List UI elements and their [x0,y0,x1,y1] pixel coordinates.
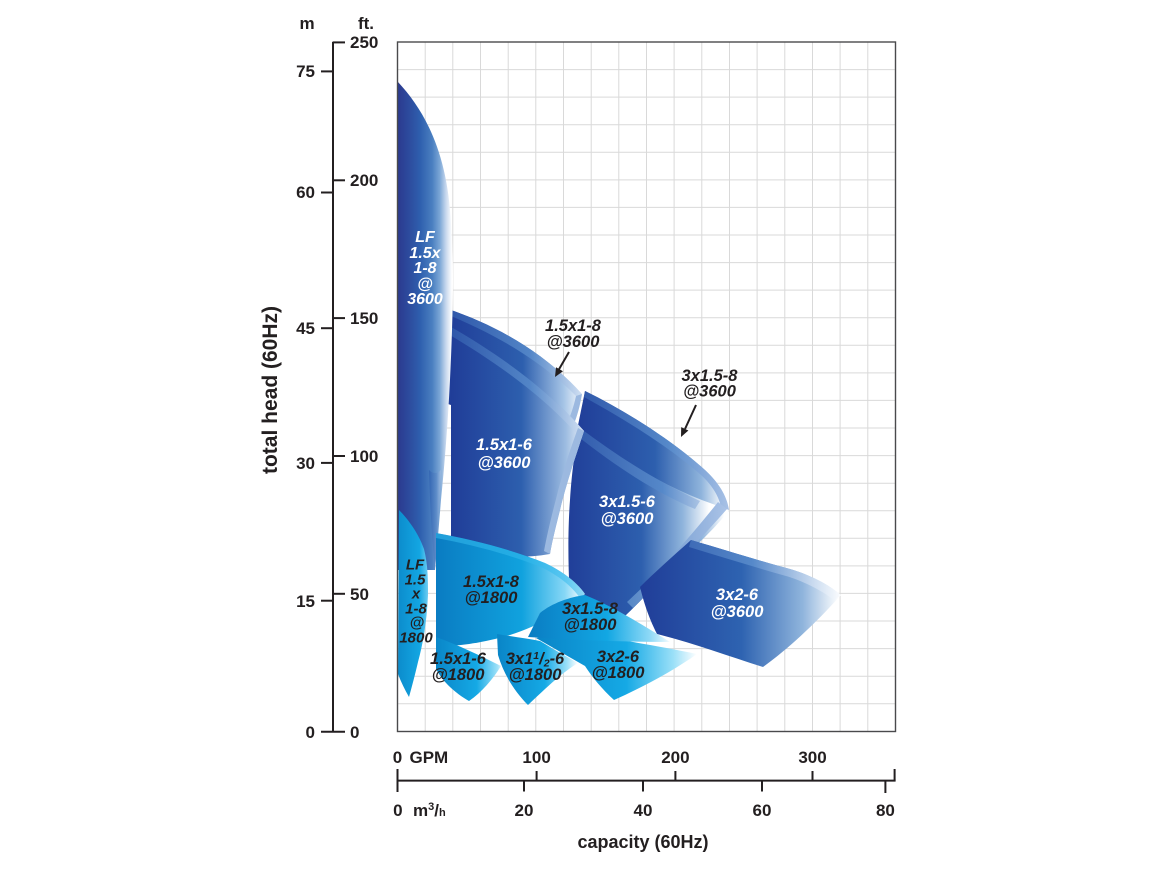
svg-text:1-8: 1-8 [413,260,436,277]
svg-text:@1800: @1800 [564,616,618,634]
svg-text:1.5x1-6: 1.5x1-6 [476,436,533,454]
svg-text:@3600: @3600 [683,383,737,401]
svg-text:300: 300 [798,748,826,767]
svg-text:3x1.5-8: 3x1.5-8 [682,367,739,385]
svg-text:15: 15 [296,592,315,611]
svg-text:80: 80 [876,801,895,820]
svg-text:150: 150 [350,309,378,328]
svg-text:20: 20 [515,801,534,820]
svg-text:0: 0 [393,748,402,767]
svg-text:250: 250 [350,33,378,52]
svg-text:@: @ [417,276,433,293]
svg-text:1.5x1-6: 1.5x1-6 [430,650,487,668]
svg-text:75: 75 [296,62,315,81]
svg-text:LF: LF [406,557,425,574]
svg-text:ft.: ft. [358,14,374,33]
svg-text:m: m [299,14,314,33]
svg-text:3x1.5-6: 3x1.5-6 [599,493,656,511]
svg-text:0: 0 [393,801,402,820]
svg-text:LF: LF [415,229,436,246]
svg-text:200: 200 [350,171,378,190]
svg-text:30: 30 [296,454,315,473]
svg-text:1800: 1800 [399,630,433,647]
svg-text:GPM: GPM [410,748,449,767]
svg-text:@3600: @3600 [601,510,655,528]
svg-text:1-8: 1-8 [405,601,427,618]
svg-text:200: 200 [661,748,689,767]
svg-text:m3/h: m3/h [413,801,446,820]
svg-text:3600: 3600 [407,291,443,308]
svg-text:@: @ [410,615,425,632]
svg-text:@1800: @1800 [592,664,646,682]
svg-text:total head (60Hz): total head (60Hz) [259,306,282,474]
svg-text:100: 100 [522,748,550,767]
svg-text:1.5x1-8: 1.5x1-8 [463,573,520,591]
svg-text:3x2-6: 3x2-6 [716,586,759,604]
svg-text:@3600: @3600 [547,333,601,351]
svg-text:@1800: @1800 [465,589,519,607]
svg-text:3x2-6: 3x2-6 [597,648,640,666]
svg-text:x: x [411,586,421,603]
svg-text:1.5x1-8: 1.5x1-8 [545,317,602,335]
svg-text:1.5x: 1.5x [409,245,441,262]
svg-text:45: 45 [296,319,315,338]
svg-text:60: 60 [753,801,772,820]
svg-text:@1800: @1800 [509,666,563,684]
svg-text:capacity (60Hz): capacity (60Hz) [577,832,708,852]
svg-text:@3600: @3600 [711,603,765,621]
svg-text:0: 0 [350,723,359,742]
svg-text:@3600: @3600 [478,454,532,472]
svg-text:0: 0 [306,723,315,742]
svg-text:3x1.5-8: 3x1.5-8 [562,600,619,618]
svg-text:40: 40 [634,801,653,820]
svg-text:100: 100 [350,447,378,466]
svg-text:60: 60 [296,183,315,202]
svg-text:@1800: @1800 [432,666,486,684]
svg-text:3x11/2-6: 3x11/2-6 [506,650,565,670]
svg-text:1.5: 1.5 [405,572,427,589]
svg-text:50: 50 [350,585,369,604]
